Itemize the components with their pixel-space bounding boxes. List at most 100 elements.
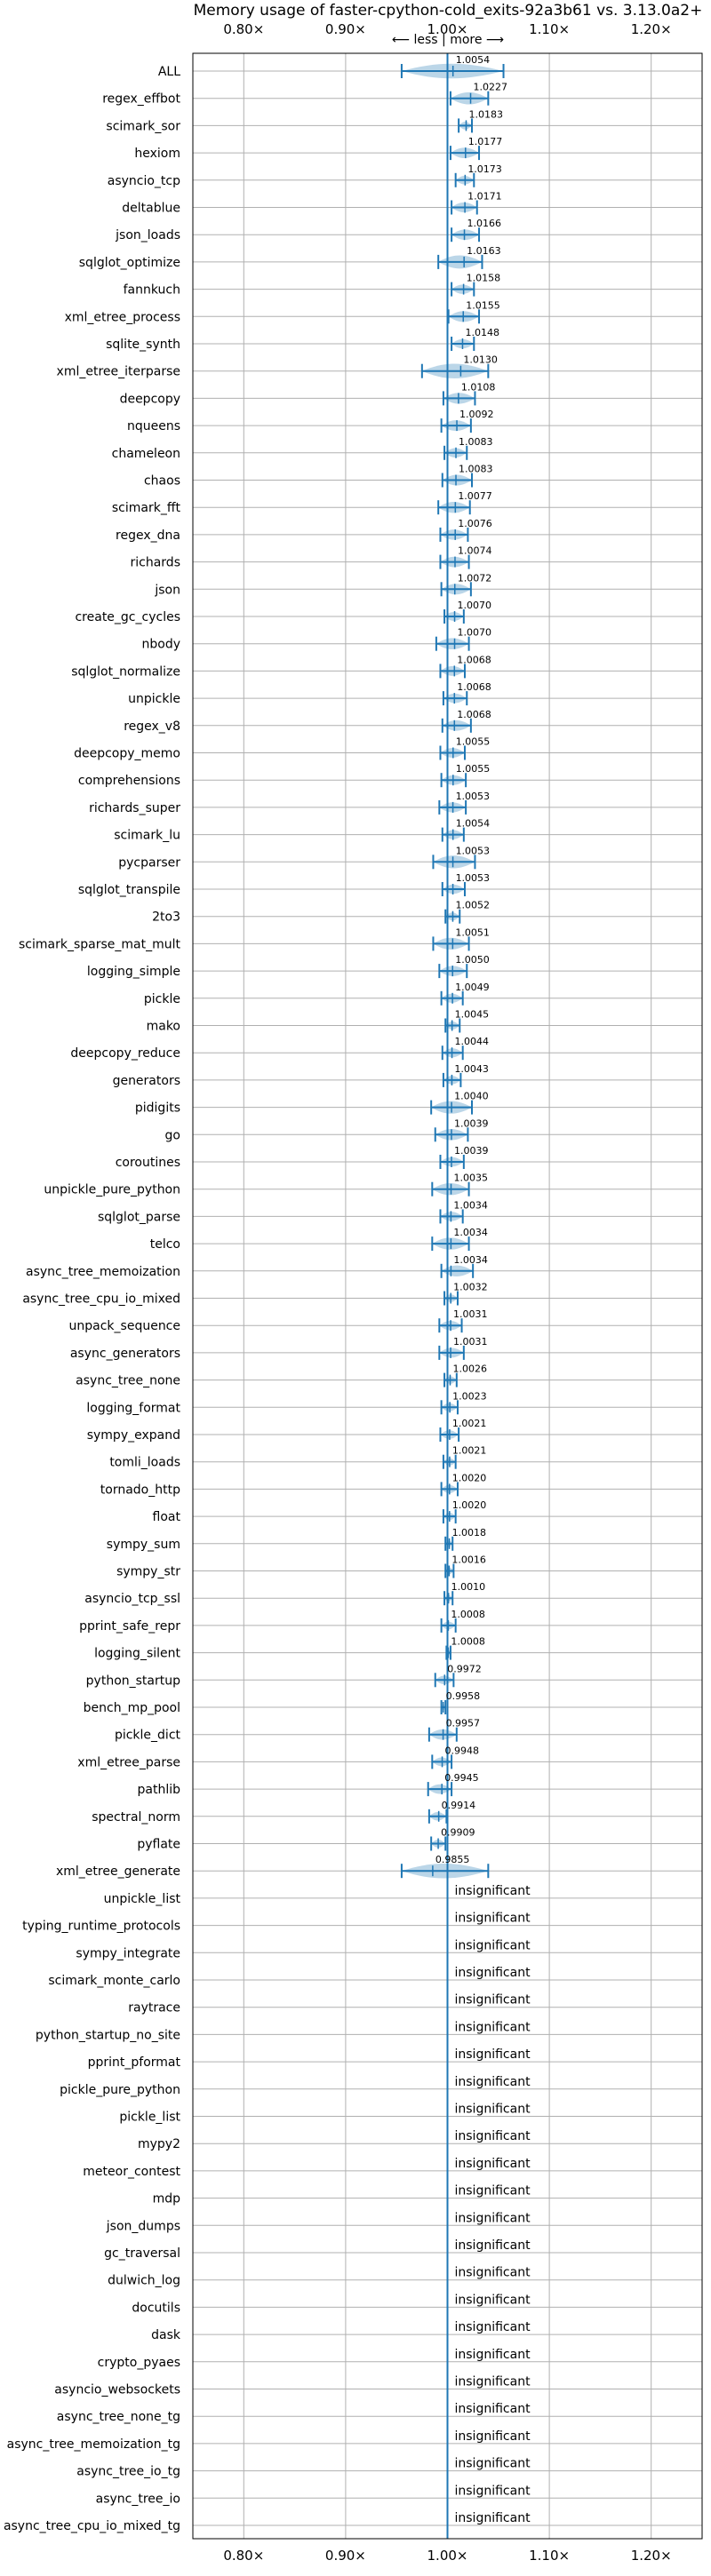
benchmark-label: xml_etree_generate [56,1864,180,1879]
value-label: 1.0052 [455,900,490,911]
benchmark-label: asyncio_tcp_ssl [84,1592,180,1606]
benchmark-label: deepcopy [120,392,180,406]
benchmark-label: scimark_fft [112,501,181,515]
value-label: 0.9855 [435,1854,470,1865]
benchmark-label: pickle_dict [115,1729,181,1743]
value-label: 1.0010 [451,1581,486,1593]
benchmark-label: pickle_list [119,2111,180,2125]
insignificant-label: insignificant [455,2075,531,2089]
benchmark-label: typing_runtime_protocols [22,1920,180,1934]
value-label: 1.0032 [453,1282,488,1293]
value-label: 1.0227 [474,82,508,93]
insignificant-label: insignificant [455,2103,531,2117]
value-label: 1.0070 [458,600,492,611]
insignificant-label: insignificant [455,2375,531,2389]
benchmark-label: crypto_pyaes [98,2356,180,2370]
insignificant-label: insignificant [455,2348,531,2362]
value-label: 1.0077 [458,490,492,502]
benchmark-label: regex_dna [116,529,180,543]
plot-frame [192,52,703,2540]
benchmark-label: unpickle_pure_python [44,1183,180,1197]
value-label: 0.9957 [446,1718,481,1729]
benchmark-label: json [154,583,180,597]
x-tick-label-top: 0.90× [325,21,366,37]
benchmark-label: dask [151,2328,181,2342]
value-label: 1.0034 [453,1199,487,1211]
value-label: 1.0173 [467,163,502,175]
benchmark-label: async_tree_none_tg [57,2410,180,2424]
value-label: 1.0021 [452,1418,487,1429]
insignificant-label: insignificant [455,2047,531,2062]
insignificant-label: insignificant [455,2238,531,2253]
benchmark-label: regex_effbot [102,92,180,107]
x-tick-labels-top: 0.80× 0.90× 1.00× 1.10× 1.20× [223,21,671,37]
insignificant-label: insignificant [455,1938,531,1952]
benchmark-label: pickle [144,992,180,1006]
x-tick-label-bottom: 1.00× [427,2548,468,2564]
x-tick-label-top: 1.10× [529,21,570,37]
value-label: 1.0155 [466,299,500,311]
insignificant-label: insignificant [455,2157,531,2171]
value-label: 1.0055 [456,736,491,748]
value-label: 1.0108 [461,381,496,393]
benchmark-label: sympy_sum [107,1538,180,1552]
value-label: 1.0031 [453,1308,488,1320]
benchmark-label: async_tree_io_tg [76,2465,180,2479]
benchmark-label: asyncio_tcp [108,174,180,188]
x-tick-label-top: 1.00× [427,21,468,37]
benchmark-label: hexiom [134,147,180,161]
benchmark-label: sqlite_synth [106,338,180,352]
value-label: 1.0072 [458,572,492,584]
benchmark-label: ALL [158,65,180,79]
benchmark-label: meteor_contest [83,2165,180,2179]
benchmark-label: python_startup [86,1674,180,1688]
benchmark-label: generators [113,1074,180,1088]
benchmark-label: sqlglot_parse [98,1210,180,1224]
insignificant-label: insignificant [455,2484,531,2498]
benchmark-label: deepcopy_memo [74,747,180,761]
benchmark-label: deltablue [122,202,180,216]
chart-title: Memory usage of faster-cpython-cold_exit… [194,2,703,20]
value-label: 1.0054 [456,818,491,830]
benchmark-label: scimark_monte_carlo [48,1974,180,1988]
insignificant-label: insignificant [455,2020,531,2034]
benchmark-label: json_dumps [106,2219,180,2233]
benchmark-label: async_tree_cpu_io_mixed_tg [4,2519,180,2533]
value-label: 1.0068 [457,681,491,693]
value-label: 1.0020 [452,1472,487,1483]
benchmark-label: async_tree_cpu_io_mixed [22,1292,180,1307]
value-label: 1.0148 [465,327,499,338]
insignificant-label: insignificant [455,1884,531,1898]
value-label: 1.0039 [454,1145,488,1157]
benchmark-label: pyflate [137,1838,180,1852]
value-label: 0.9948 [445,1745,479,1756]
value-label: 0.9958 [446,1690,480,1702]
value-label: 1.0040 [454,1091,488,1102]
benchmark-label: chameleon [112,447,180,461]
benchmark-label: dulwich_log [108,2274,180,2288]
benchmark-label: pycparser [118,855,180,870]
benchmark-label: async_tree_memoization_tg [7,2437,180,2452]
value-label: 1.0158 [467,273,501,284]
value-label: 1.0045 [455,1009,489,1021]
value-label: 0.9972 [447,1663,482,1674]
x-tick-label-bottom: 0.90× [325,2548,366,2564]
benchmark-label: pidigits [135,1101,180,1116]
benchmark-label: bench_mp_pool [84,1701,180,1715]
benchmark-label: async_tree_memoization [26,1265,180,1279]
benchmark-label: sqlglot_transpile [78,883,180,897]
x-tick-label-bottom: 1.10× [529,2548,570,2564]
benchmark-label: deepcopy_reduce [70,1046,180,1061]
benchmark-label: mdp [153,2192,181,2206]
insignificant-label: insignificant [455,2457,531,2471]
chart-marks: 1.0054 1.0227 1.0183 1.0177 1.0173 1.0171 1.01… [400,53,531,2539]
value-label: 1.0034 [453,1254,487,1266]
value-label: 1.0044 [455,1036,489,1047]
benchmark-label: xml_etree_iterparse [57,365,180,379]
value-label: 0.9914 [442,1800,476,1811]
benchmark-label: create_gc_cycles [75,610,180,624]
value-label: 1.0016 [451,1554,486,1566]
value-label: 1.0034 [453,1227,487,1238]
x-tick-label-bottom: 0.80× [223,2548,264,2564]
benchmark-label: chaos [144,474,180,489]
